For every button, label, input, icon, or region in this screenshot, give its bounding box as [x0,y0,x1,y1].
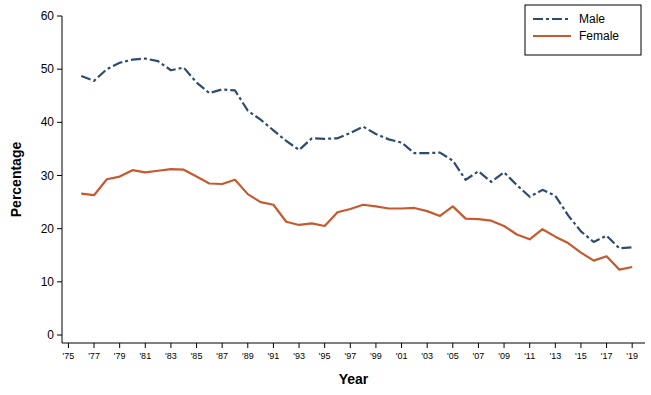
x-tick-label: '19 [626,351,638,361]
y-tick-label: 10 [41,275,55,289]
x-tick [68,343,69,348]
x-tick-label: '79 [114,351,126,361]
y-tick-label: 50 [41,62,55,76]
x-tick-label: '15 [575,351,587,361]
y-tick-label: 40 [41,115,55,129]
y-tick [57,281,62,282]
x-tick-label: '97 [344,351,356,361]
series-line [81,59,632,249]
y-tick [57,69,62,70]
y-tick [57,16,62,17]
x-tick-label: '05 [447,351,459,361]
y-tick-label: 20 [41,222,55,236]
x-tick [196,343,197,348]
x-tick-label: '85 [191,351,203,361]
x-tick-label: '83 [165,351,177,361]
x-tick [324,343,325,348]
x-tick-label: '95 [319,351,331,361]
legend-label: Male [579,12,605,26]
x-tick [170,343,171,348]
y-axis-label: Percentage [8,142,24,218]
x-tick-label: '87 [216,351,228,361]
y-tick-label: 30 [41,169,55,183]
y-tick-label: 0 [47,328,54,342]
chart: 0 10 20 30 40 50 60 '75 '77 '79 '81 '83 '85 '87 '89 '91… [0,0,651,395]
x-tick-label: '89 [242,351,254,361]
x-tick-label: '09 [498,351,510,361]
x-tick-label: '13 [549,351,561,361]
legend-label: Female [579,29,619,43]
x-tick [247,343,248,348]
x-tick [606,343,607,348]
legend-swatch [533,35,571,37]
x-tick [478,343,479,348]
x-tick [632,343,633,348]
legend-box [525,5,641,55]
x-tick-label: '81 [139,351,151,361]
x-tick-label: '93 [293,351,305,361]
y-tick-label: 60 [41,9,55,23]
y-tick [57,175,62,176]
x-tick [529,343,530,348]
series-line [81,169,632,269]
x-tick-label: '07 [473,351,485,361]
x-tick [299,343,300,348]
x-axis [62,343,645,344]
x-tick [222,343,223,348]
x-axis-label: Year [339,371,369,387]
legend-swatch [533,18,571,20]
x-tick [119,343,120,348]
y-tick [57,228,62,229]
x-tick-label: '01 [396,351,408,361]
x-tick [555,343,556,348]
legend: Male Female [525,5,641,55]
plot-area [81,59,632,270]
x-tick-label: '03 [421,351,433,361]
x-tick [452,343,453,348]
x-tick-label: '11 [524,351,535,361]
x-tick-label: '77 [88,351,100,361]
x-tick [94,343,95,348]
x-tick-label: '99 [370,351,382,361]
x-tick-label: '17 [601,351,613,361]
x-tick [145,343,146,348]
y-tick [57,335,62,336]
x-tick-label: '91 [268,351,280,361]
x-tick [504,343,505,348]
x-tick [273,343,274,348]
x-tick [350,343,351,348]
x-tick [580,343,581,348]
x-tick [401,343,402,348]
x-tick-label: '75 [63,351,75,361]
x-tick [427,343,428,348]
y-tick [57,122,62,123]
y-axis [62,16,63,343]
x-tick [375,343,376,348]
